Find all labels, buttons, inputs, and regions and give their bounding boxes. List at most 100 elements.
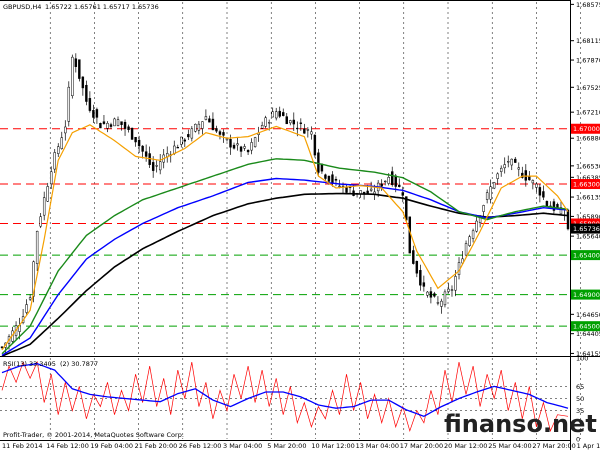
level-label: 1.66300: [573, 181, 600, 189]
level-label: 1.64900: [573, 291, 600, 299]
y-tick-label: 1.64155: [576, 350, 600, 358]
ohlc-readout: 1.65722 1.65761 1.65717 1.65736: [45, 3, 159, 11]
y-tick-label: 1.67210: [576, 109, 600, 117]
candle-body: [250, 142, 253, 151]
candle-body: [71, 56, 74, 96]
level-label-box: [571, 321, 600, 332]
candle-body: [475, 220, 478, 232]
level-label: 1.64500: [573, 323, 600, 331]
x-tick-label: 17 Mar 20:00: [400, 442, 443, 450]
candle-body: [137, 139, 141, 147]
candle-body: [260, 125, 264, 129]
candle-body: [187, 134, 190, 138]
candle-body: [127, 126, 130, 130]
rsi-tick-label: 0: [576, 436, 580, 444]
candle-body: [559, 207, 563, 215]
candle-body: [545, 201, 549, 206]
level-label-box: [571, 179, 600, 190]
candle-body: [190, 128, 194, 139]
y-tick-label: 1.67525: [576, 84, 600, 92]
x-tick-label: 10 Mar 12:00: [311, 442, 354, 450]
level-label-box: [571, 289, 600, 300]
y-tick-label: 1.67870: [576, 57, 600, 65]
candle-body: [447, 288, 450, 292]
level-labels: 1.670001.663001.658001.654001.649001.645…: [571, 123, 600, 332]
candle-body: [151, 162, 155, 171]
candle-body: [542, 191, 545, 198]
candle-body: [383, 180, 387, 183]
x-tick-label: 27 Mar 20:00: [532, 442, 575, 450]
candle-body: [28, 297, 32, 300]
x-tick-label: 20 Mar 12:00: [444, 442, 487, 450]
candle-body: [85, 84, 88, 102]
candle-body: [334, 178, 338, 181]
candle-body: [317, 152, 320, 173]
candle-body: [440, 300, 443, 307]
candle-body: [109, 124, 113, 127]
candle-body: [222, 132, 225, 136]
candle-body: [218, 131, 222, 135]
candle-body: [78, 59, 81, 79]
y-tick-label: 1.66385: [576, 174, 600, 182]
candle-body: [394, 175, 397, 187]
rsi-lines: [1, 360, 569, 433]
candle-body: [299, 122, 303, 124]
x-tick-label: 14 Feb 12:00: [46, 442, 89, 450]
y-tick-label: 1.66530: [576, 162, 600, 170]
candle-body: [415, 261, 419, 274]
ma-green-line: [1, 158, 569, 355]
candle-body: [514, 158, 517, 163]
candle-body: [524, 170, 528, 181]
time-axis: 11 Feb 2014 14 Feb 12:00 19 Feb 04:00 21 Fe…: [2, 442, 600, 450]
candle-body: [528, 176, 531, 181]
y-tick-label: 1.66880: [576, 135, 600, 143]
y-tick-label: 1.68115: [576, 37, 600, 45]
candle-body: [64, 126, 67, 134]
candle-body: [53, 152, 56, 170]
rsi-tick-label: 65: [576, 383, 584, 391]
candle-body: [180, 136, 183, 145]
level-label: 1.65400: [573, 252, 600, 260]
candle-body: [503, 164, 506, 169]
candle-body: [120, 121, 123, 125]
candle-body: [39, 216, 42, 227]
candle-body: [204, 116, 208, 120]
candle-body: [450, 289, 454, 291]
candle-body: [215, 128, 218, 132]
candle-body: [471, 230, 475, 239]
candle-body: [510, 158, 513, 166]
candle-body: [42, 197, 46, 216]
candle-body: [482, 205, 485, 212]
candle-body: [60, 137, 63, 149]
candle-body: [130, 127, 134, 140]
y-tick-label: 1.65890: [576, 213, 600, 221]
candle-body: [236, 143, 239, 146]
candle-body: [331, 174, 334, 183]
rsi-title: RSI(13) 33.3405: [3, 360, 56, 368]
x-tick-label: 13 Mar 04:00: [356, 442, 399, 450]
rsi-blue-line: [1, 363, 569, 418]
candle-body: [102, 121, 106, 124]
candle-body: [141, 145, 144, 152]
candle-body: [443, 291, 447, 306]
candle-body: [264, 117, 267, 127]
ma-fast-line: [1, 124, 569, 351]
candle-body: [275, 111, 278, 119]
candle-body: [158, 161, 162, 171]
level-label-box: [571, 123, 600, 134]
candle-body: [232, 144, 236, 149]
candle-body: [243, 146, 246, 149]
candle-body: [412, 250, 415, 264]
candle-body: [369, 188, 373, 191]
candle-body: [194, 123, 197, 132]
candle-body: [422, 282, 426, 287]
candle-body: [106, 123, 109, 129]
candle-body: [296, 127, 299, 130]
candle-body: [32, 261, 35, 297]
candle-body: [398, 184, 401, 187]
candle-body: [496, 173, 499, 179]
watermark: finanso.net: [444, 410, 597, 438]
candle-body: [201, 121, 204, 129]
